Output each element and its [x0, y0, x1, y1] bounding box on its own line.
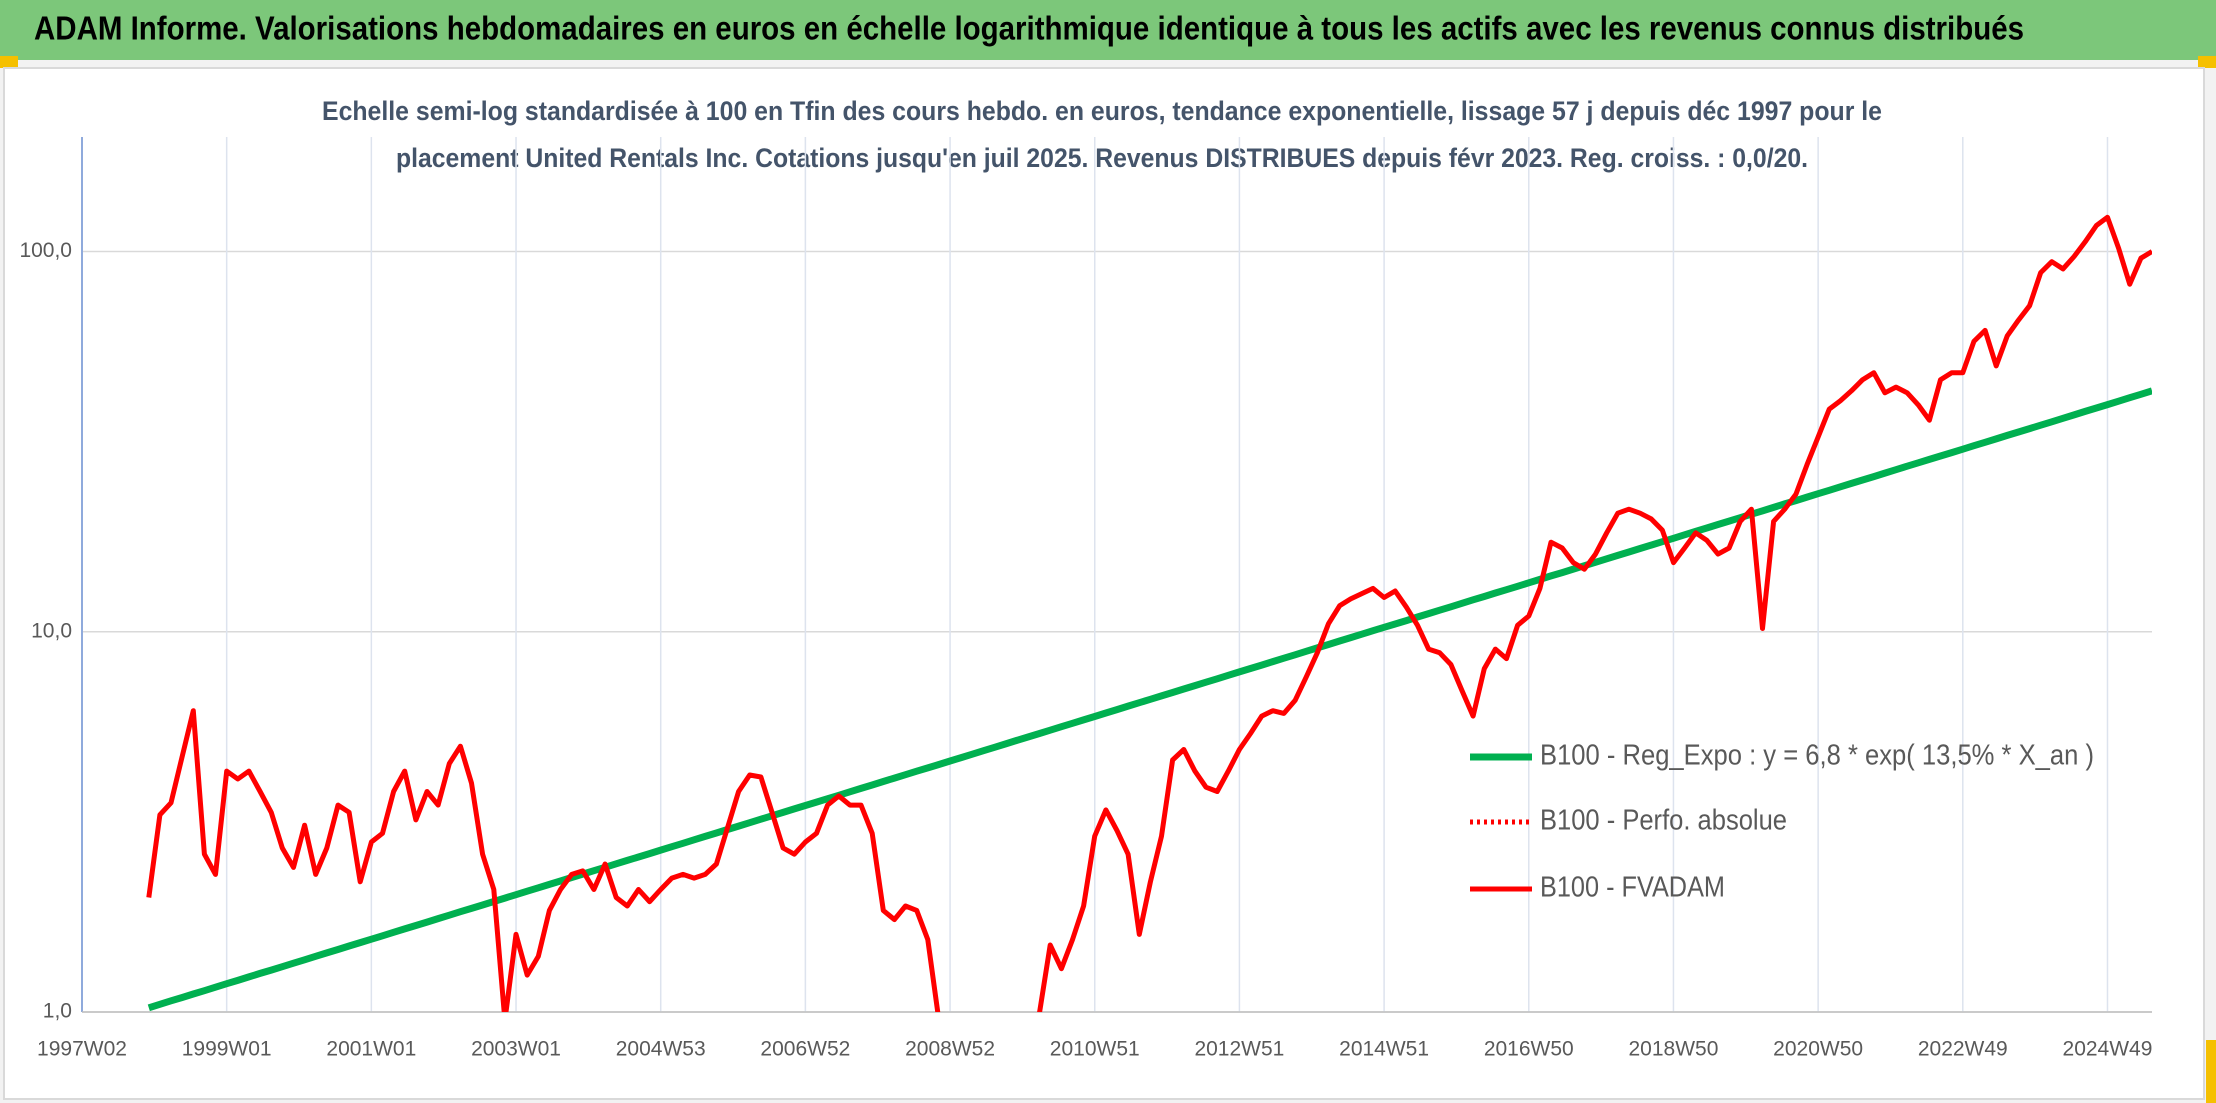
y-tick-label: 10,0: [31, 619, 72, 642]
y-tick-label: 1,0: [43, 1000, 72, 1023]
legend-label: B100 - Reg_Expo : y = 6,8 * exp( 13,5% *…: [1540, 740, 2094, 772]
legend-label: B100 - FVADAM: [1540, 872, 1725, 904]
chart-title: ADAM Informe. Valorisations hebdomadaire…: [34, 10, 2024, 47]
x-tick-label: 2022W49: [1918, 1038, 2008, 1061]
x-tick-label: 2006W52: [760, 1038, 850, 1061]
x-tick-label: 2008W52: [905, 1038, 995, 1061]
plot: [146, 214, 2152, 1012]
x-tick-label: 1999W01: [182, 1038, 272, 1061]
x-tick-label: 2018W50: [1628, 1038, 1718, 1061]
x-tick-label: 2003W01: [471, 1038, 561, 1061]
series-line: [147, 387, 2152, 1012]
x-tick-label: 2001W01: [326, 1038, 416, 1061]
chart-area: [3, 67, 2205, 1100]
series-line: [146, 214, 2152, 1012]
x-tick-label: 2010W51: [1050, 1038, 1140, 1061]
corner-mark: [0, 56, 18, 68]
x-tick-label: 2024W49: [2063, 1038, 2153, 1061]
x-tick-label: 2016W50: [1484, 1038, 1574, 1061]
x-tick-label: 2012W51: [1194, 1038, 1284, 1061]
chart-subtitle: placement United Rentals Inc. Cotations …: [396, 143, 1808, 173]
x-tick-label: 2004W53: [616, 1038, 706, 1061]
corner-mark: [2198, 56, 2216, 68]
title-bar: [0, 0, 2216, 60]
legend-label: B100 - Perfo. absolue: [1540, 805, 1787, 837]
y-tick-label: 100,0: [19, 239, 72, 262]
x-tick-label: 1997W02: [37, 1038, 127, 1061]
corner-mark: [2206, 1040, 2216, 1103]
chart-subtitle: Echelle semi-log standardisée à 100 en T…: [322, 96, 1882, 126]
x-tick-label: 2014W51: [1339, 1038, 1429, 1061]
x-tick-label: 2020W50: [1773, 1038, 1863, 1061]
